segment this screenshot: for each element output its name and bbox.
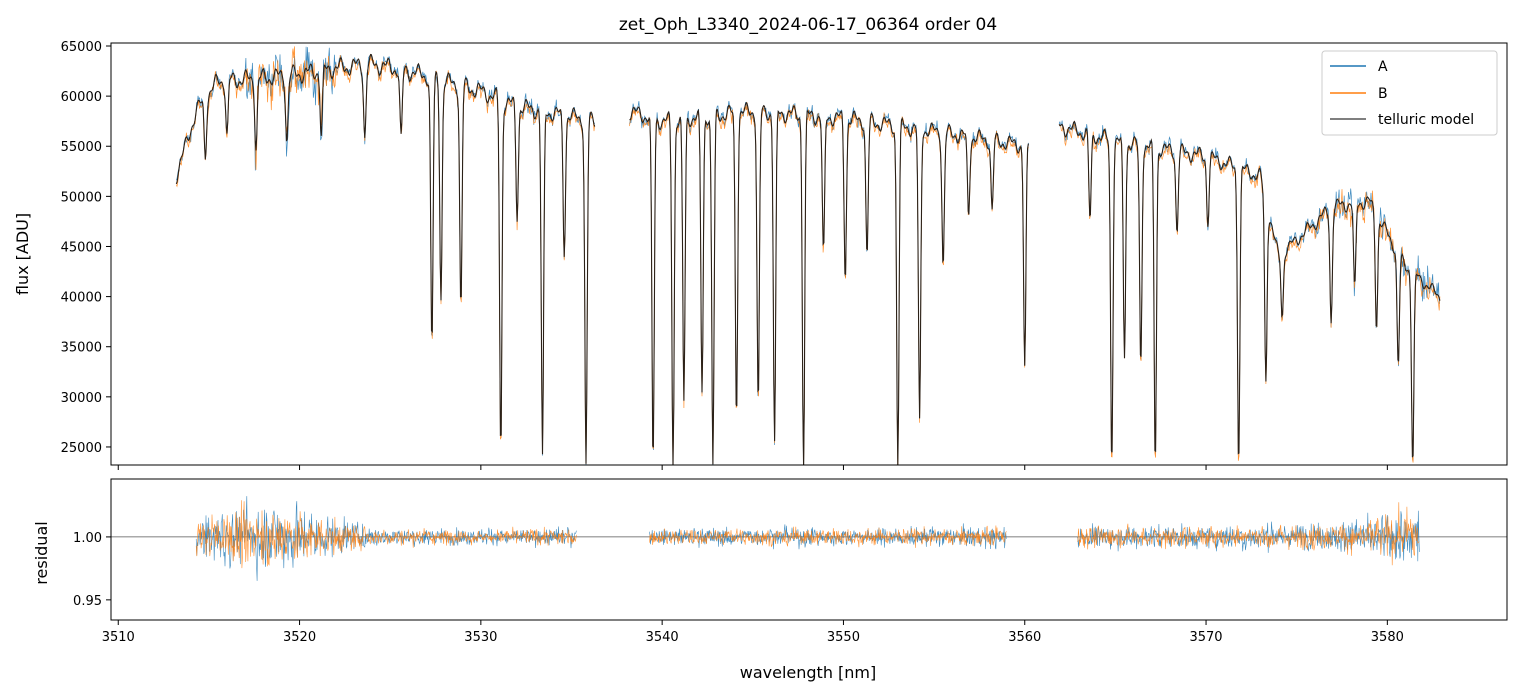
- x-tick-label: 3520: [283, 630, 316, 645]
- residual-panel: 0.95 1.00 3510 3520 3530 3540 3550 3560 3570 358…: [32, 478, 1508, 682]
- flux-panel: 25000 30000 35000 40000 45000 50000 55000 60000…: [13, 40, 1508, 470]
- legend-box: [1321, 50, 1498, 136]
- flux-y-tick-label: 25000: [61, 441, 102, 456]
- x-tick-label: 3510: [102, 630, 135, 645]
- flux-y-tick-label: 55000: [61, 140, 102, 155]
- series-b-line-seg-1: [629, 102, 1029, 465]
- flux-y-tick-label: 30000: [61, 391, 102, 406]
- x-tick-label: 3550: [827, 630, 860, 645]
- flux-series-group: [175, 46, 1441, 465]
- residual-x-ticks: 3510 3520 3530 3540 3550 3560 3570 3580: [102, 620, 1404, 645]
- flux-y-axis-label: flux [ADU]: [13, 213, 32, 295]
- flux-y-tick-label: 45000: [61, 240, 102, 255]
- chart-title: zet_Oph_L3340_2024-06-17_06364 order 04: [619, 15, 997, 35]
- residual-b-line-seg-1: [649, 525, 1007, 548]
- x-tick-label: 3540: [646, 630, 679, 645]
- legend-label-b: B: [1378, 86, 1388, 102]
- legend: A B telluric model: [1321, 50, 1498, 136]
- legend-label-model: telluric model: [1378, 112, 1474, 128]
- telluric-model-line-seg-1: [629, 101, 1029, 465]
- residual-y-axis-label: residual: [32, 521, 51, 584]
- residual-series-group: [111, 496, 1507, 581]
- residual-b-line-seg-2: [1077, 502, 1420, 566]
- flux-x-ticks: [117, 465, 1388, 470]
- flux-y-tick-label: 65000: [61, 40, 102, 55]
- residual-y-tick-label: 0.95: [73, 594, 102, 609]
- telluric-model-line-seg-0: [175, 53, 596, 464]
- flux-axes-frame: [110, 42, 1508, 466]
- x-tick-label: 3580: [1371, 630, 1404, 645]
- x-tick-label: 3530: [464, 630, 497, 645]
- series-a-line-seg-0: [175, 46, 596, 465]
- residual-y-tick-label: 1.00: [73, 531, 102, 546]
- flux-y-tick-label: 50000: [61, 190, 102, 205]
- flux-y-tick-label: 40000: [61, 291, 102, 306]
- x-axis-label: wavelength [nm]: [740, 663, 877, 682]
- series-a-line-seg-2: [1058, 120, 1440, 461]
- flux-y-ticks: 25000 30000 35000 40000 45000 50000 55000 60000…: [61, 40, 111, 456]
- flux-y-tick-label: 35000: [61, 341, 102, 356]
- residual-b-line-seg-0: [195, 500, 577, 569]
- residual-axes-frame: [110, 478, 1508, 621]
- x-tick-label: 3570: [1189, 630, 1222, 645]
- series-b-line-seg-0: [175, 46, 596, 464]
- telluric-model-line-seg-2: [1058, 120, 1441, 458]
- residual-a-line-seg-1: [649, 523, 1007, 550]
- x-tick-label: 3560: [1008, 630, 1041, 645]
- residual-y-ticks: 0.95 1.00: [73, 531, 111, 609]
- series-a-line-seg-1: [629, 101, 1029, 465]
- flux-y-tick-label: 60000: [61, 90, 102, 105]
- legend-label-a: A: [1378, 59, 1388, 75]
- residual-a-line-seg-2: [1077, 510, 1420, 562]
